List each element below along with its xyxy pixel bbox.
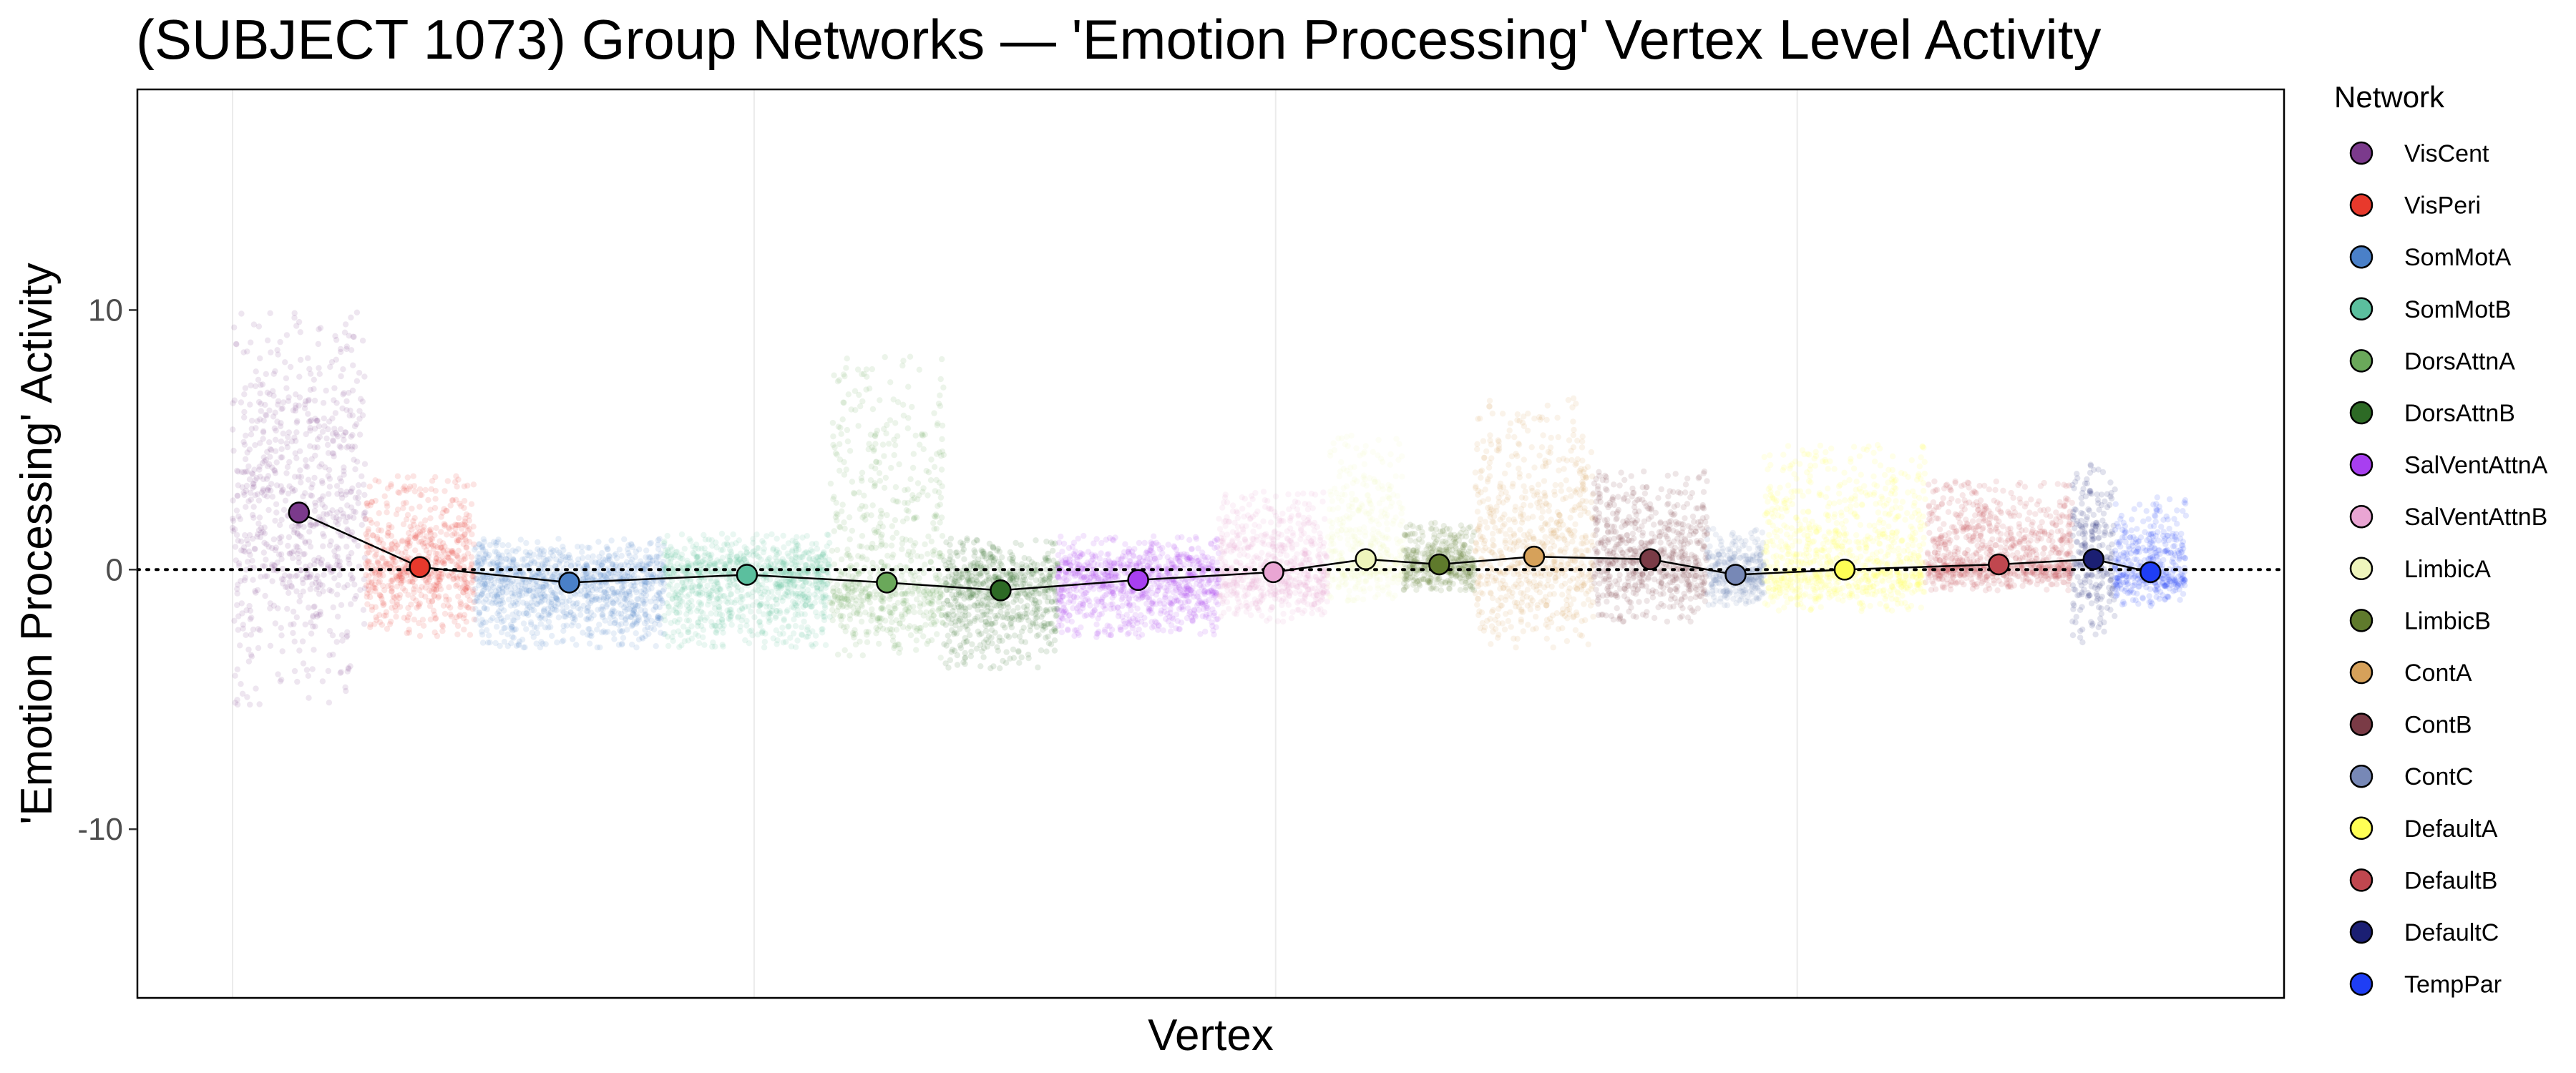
legend-swatch-SomMotB [2349,297,2373,321]
y-tick-label-0: -10 [77,812,123,847]
legend-item-VisPeri: VisPeri [2349,192,2481,220]
legend-label-VisPeri: VisPeri [2404,192,2481,220]
legend-item-DefaultB: DefaultB [2349,867,2497,894]
gridlines [232,89,1798,998]
legend-label-DefaultA: DefaultA [2404,815,2498,843]
legend-item-TempPar: TempPar [2349,971,2502,999]
legend-swatch-DorsAttnB [2349,401,2373,425]
legend-item-ContC: ContC [2349,763,2473,790]
points-DorsAttnA [827,353,947,661]
legend-item-LimbicA: LimbicA [2349,556,2491,583]
points-ContB [1590,468,1710,625]
points-TempPar [2112,494,2190,609]
y-axis-title: 'Emotion Processing' Activity [12,263,62,824]
legend-title: Network [2334,80,2445,114]
legend-swatch-SomMotA [2349,245,2373,269]
mean-marker-VisCent [288,501,311,524]
points-VisCent [229,309,369,708]
mean-marker-VisPeri [409,556,431,578]
points-DefaultA [1761,441,1928,614]
legend-label-DorsAttnB: DorsAttnB [2404,400,2515,427]
mean-marker-LimbicA [1355,548,1377,571]
legend-swatch-LimbicA [2349,557,2373,581]
legend-label-ContA: ContA [2404,660,2472,687]
legend-item-DefaultC: DefaultC [2349,919,2499,946]
x-axis-title: Vertex [1148,1011,1274,1060]
legend-label-ContC: ContC [2404,763,2473,790]
mean-marker-DefaultB [1988,553,2010,576]
legend-item-SomMotA: SomMotA [2349,244,2512,271]
y-axis: -10 0 10 [77,293,137,847]
mean-marker-LimbicB [1428,553,1450,576]
data-points [229,309,2190,708]
legend-swatch-DefaultB [2349,868,2373,892]
legend-item-LimbicB: LimbicB [2349,607,2491,635]
points-LimbicA [1324,432,1407,604]
legend-swatch-LimbicB [2349,609,2373,632]
legend-swatch-ContB [2349,712,2373,736]
legend-item-DorsAttnA: DorsAttnA [2349,348,2515,375]
legend-swatch-DorsAttnA [2349,349,2373,373]
legend-swatch-VisPeri [2349,193,2373,217]
legend-label-SomMotB: SomMotB [2404,296,2511,323]
mean-marker-ContC [1724,564,1747,586]
mean-marker-ContB [1639,548,1662,571]
legend-swatch-DefaultC [2349,920,2373,944]
points-ContA [1472,395,1596,651]
legend-item-VisCent: VisCent [2349,140,2489,167]
legend-item-SalVentAttnA: SalVentAttnA [2349,452,2548,479]
legend-swatch-ContC [2349,764,2373,788]
legend-swatch-SalVentAttnA [2349,453,2373,476]
mean-marker-SomMotA [558,572,580,594]
legend-swatch-DefaultA [2349,816,2373,841]
mean-marker-DorsAttnB [990,579,1012,602]
legend-label-SalVentAttnA: SalVentAttnA [2404,452,2548,479]
legend-label-DefaultC: DefaultC [2404,919,2499,946]
legend-label-ContB: ContB [2404,712,2472,739]
mean-markers [288,501,2162,602]
legend-label-LimbicA: LimbicA [2404,556,2491,583]
legend-swatch-TempPar [2349,972,2373,996]
legend: Network VisCent VisPeri SomMotA SomMotB Dors… [2334,80,2548,999]
points-SalVentAttnB [1216,489,1331,625]
points-VisPeri [362,473,477,640]
mean-marker-DefaultC [2082,548,2105,571]
legend-label-SomMotA: SomMotA [2404,244,2512,271]
legend-item-SalVentAttnB: SalVentAttnB [2349,504,2547,531]
legend-item-DefaultA: DefaultA [2349,815,2498,843]
legend-swatch-ContA [2349,660,2373,685]
mean-marker-SomMotB [736,564,758,586]
legend-label-LimbicB: LimbicB [2404,607,2491,635]
legend-label-VisCent: VisCent [2404,140,2489,167]
legend-item-ContB: ContB [2349,712,2472,739]
legend-item-SomMotB: SomMotB [2349,296,2511,323]
legend-item-DorsAttnB: DorsAttnB [2349,400,2515,427]
mean-marker-TempPar [2140,561,2162,584]
mean-marker-SalVentAttnB [1262,561,1284,584]
legend-swatch-SalVentAttnB [2349,504,2373,529]
points-DefaultB [1923,478,2076,594]
legend-label-DefaultB: DefaultB [2404,867,2497,894]
y-tick-label-1: 0 [106,552,123,587]
plot-area [136,88,2285,999]
points-DorsAttnB [940,535,1061,672]
points-SomMotB [660,530,833,651]
legend-item-ContA: ContA [2349,660,2472,687]
legend-label-TempPar: TempPar [2404,971,2502,999]
legend-label-SalVentAttnB: SalVentAttnB [2404,504,2547,531]
y-tick-label-2: 10 [88,293,123,328]
mean-marker-SalVentAttnA [1127,569,1149,592]
legend-label-DorsAttnA: DorsAttnA [2404,348,2515,375]
mean-marker-ContA [1523,545,1546,568]
legend-swatch-VisCent [2349,141,2373,165]
mean-marker-DefaultA [1833,559,1856,581]
mean-marker-DorsAttnA [876,572,898,594]
plot-border [136,88,2285,999]
chart-title: (SUBJECT 1073) Group Networks — 'Emotion… [136,8,2101,71]
